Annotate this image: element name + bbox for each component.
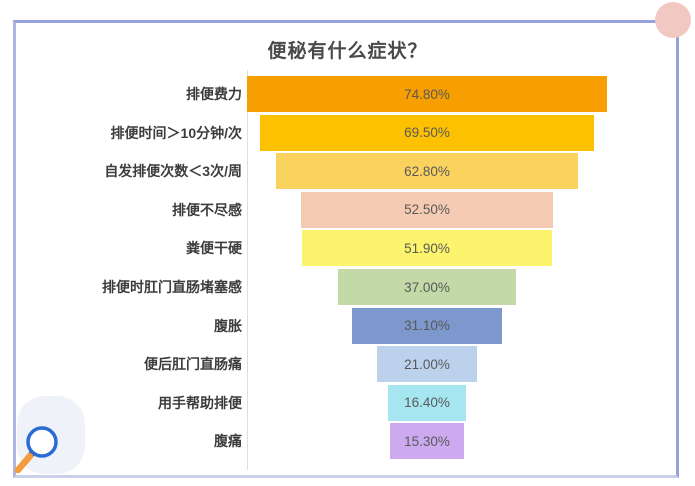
- magnifier-icon: [14, 426, 58, 474]
- funnel-bar: 74.80%: [247, 76, 607, 112]
- category-label: 用手帮助排便: [158, 394, 242, 411]
- funnel-bar: 31.10%: [352, 307, 502, 344]
- chart-title: 便秘有什么症状？: [267, 41, 428, 62]
- funnel-bar: 52.50%: [301, 191, 553, 228]
- category-label: 排便不尽感: [172, 201, 242, 218]
- funnel-bar: 62.80%: [276, 153, 578, 190]
- funnel-bar: 37.00%: [338, 269, 516, 305]
- value-label: 16.40%: [404, 395, 450, 411]
- value-label: 15.30%: [404, 433, 450, 449]
- category-label: 自发排便次数＜3次/周: [104, 163, 242, 180]
- value-label: 31.10%: [404, 318, 450, 334]
- category-label: 腹痛: [214, 433, 242, 450]
- value-label: 21.00%: [404, 356, 450, 372]
- funnel-bar: 21.00%: [376, 346, 478, 383]
- axis-line: [247, 70, 248, 470]
- category-label: 排便费力: [186, 86, 242, 102]
- funnel-bar: 51.90%: [302, 230, 552, 267]
- pink-circle-decoration: [655, 2, 691, 38]
- value-label: 37.00%: [404, 279, 450, 295]
- category-label: 腹胀: [214, 317, 242, 334]
- magnifier-handle: [14, 452, 34, 474]
- funnel-bar: 69.50%: [260, 114, 594, 151]
- category-label: 粪便干硬: [186, 240, 242, 257]
- value-label: 51.90%: [404, 240, 450, 256]
- value-label: 52.50%: [404, 202, 450, 218]
- value-label: 74.80%: [404, 86, 450, 102]
- category-label: 排便时肛门直肠堵塞感: [102, 279, 242, 295]
- category-label: 便后肛门直肠痛: [144, 356, 242, 373]
- value-label: 62.80%: [404, 163, 450, 179]
- funnel-bar: 15.30%: [390, 423, 464, 460]
- magnifier-ring: [26, 426, 58, 458]
- funnel-bar: 16.40%: [387, 384, 467, 421]
- category-label: 排便时间＞10分钟/次: [110, 124, 242, 141]
- value-label: 69.50%: [404, 125, 450, 141]
